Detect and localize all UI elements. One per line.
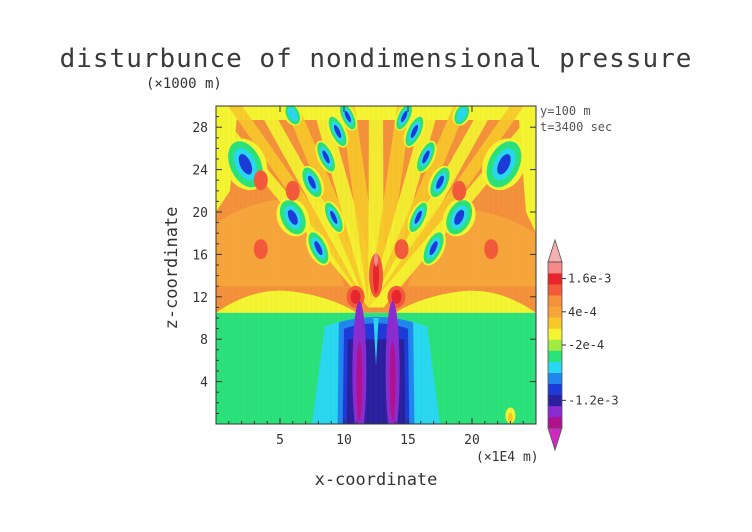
mesh: [216, 106, 536, 424]
x-axis-label: x-coordinate: [314, 470, 438, 490]
colorbar: 1.6e-3 4e-4 -2e-4 -1.2e-3: [547, 238, 619, 452]
colorbar-tick-label: -1.2e-3: [568, 393, 619, 407]
colorbar-level: [548, 372, 562, 385]
y-tick-label: 12: [192, 291, 208, 306]
cell-blue: [429, 241, 438, 256]
colorbar-level: [548, 317, 562, 329]
cell-blue: [454, 209, 465, 225]
colorbar-level: [548, 306, 562, 318]
x-tick-label: 15: [400, 433, 416, 448]
cell-cyan: [287, 107, 298, 122]
x-tick-label: 10: [336, 433, 352, 448]
yellow-spot-inner: [507, 412, 513, 423]
magenta-core-left: [356, 341, 363, 422]
cell-cyan: [456, 107, 467, 122]
colorbar-level: [548, 284, 562, 296]
cell-blue: [238, 154, 253, 175]
y-tick-label: 28: [192, 121, 208, 136]
plot-axes: 5 10 15 20 4 8 12 16 20 24 28: [192, 105, 537, 448]
colorbar-tick-label: 4e-4: [568, 305, 597, 319]
chart-title: disturbunce of nondimensional pressure: [59, 44, 693, 74]
colorbar-level: [548, 383, 562, 396]
annotation-y: y=100 m: [540, 104, 591, 118]
y-tick-label: 8: [200, 333, 208, 348]
central-spike: [373, 318, 379, 366]
colorbar-level: [548, 416, 562, 429]
pressure-field: [216, 106, 536, 424]
cell-blue: [287, 209, 298, 225]
yellow-lobe-right: [395, 290, 536, 313]
colorbar-level: [548, 295, 562, 307]
orange-spot: [285, 180, 300, 201]
cell-blue: [330, 210, 338, 224]
y-tick-label: 4: [200, 376, 208, 391]
cell-blue: [497, 154, 511, 175]
peak-spot: [374, 252, 378, 267]
cell-blue: [400, 110, 408, 123]
colorbar-tick-label: -2e-4: [568, 338, 604, 352]
colorbar-level: [548, 361, 562, 373]
colorbar-bottom-arrow: [547, 427, 563, 452]
cell-blue: [322, 150, 330, 164]
cell-blue: [422, 150, 430, 164]
cell-blue: [414, 210, 422, 224]
colorbar-top-arrow: [547, 238, 563, 263]
cell-blue: [344, 110, 352, 123]
yellow-lobe-left: [216, 290, 357, 313]
colorbar-level: [548, 350, 562, 362]
cell-blue: [333, 124, 342, 138]
colorbar-level: [548, 262, 562, 274]
orange-spot: [452, 180, 467, 201]
colorbar-level: [548, 339, 562, 351]
y-tick-label: 20: [192, 206, 208, 221]
y-tick-label: 16: [192, 248, 208, 263]
hot-spot: [350, 289, 361, 304]
orange-spot: [253, 170, 268, 191]
cell-blue: [410, 124, 419, 138]
colorbar-level: [548, 328, 562, 340]
cell-blue: [314, 241, 323, 256]
cell-blue: [436, 175, 444, 189]
colorbar-tick-label: 1.6e-3: [568, 272, 611, 286]
hot-spot: [391, 289, 402, 304]
magenta-core-right: [389, 341, 396, 422]
colorbar-level: [548, 405, 562, 418]
y-tick-label: 24: [192, 164, 208, 179]
annotation-time: t=3400 sec: [540, 120, 613, 134]
hot-spot: [373, 257, 379, 294]
colorbar-level: [548, 273, 562, 285]
x-scale-note: (×1E4 m): [476, 450, 539, 465]
x-tick-label: 20: [464, 433, 480, 448]
orange-spot: [253, 239, 268, 260]
orange-spot: [394, 239, 409, 260]
y-scale-note: (×1000 m): [146, 76, 222, 92]
x-tick-label: 5: [276, 433, 284, 448]
orange-spot: [484, 239, 499, 260]
cell-blue: [308, 175, 316, 189]
colorbar-level: [548, 394, 562, 407]
